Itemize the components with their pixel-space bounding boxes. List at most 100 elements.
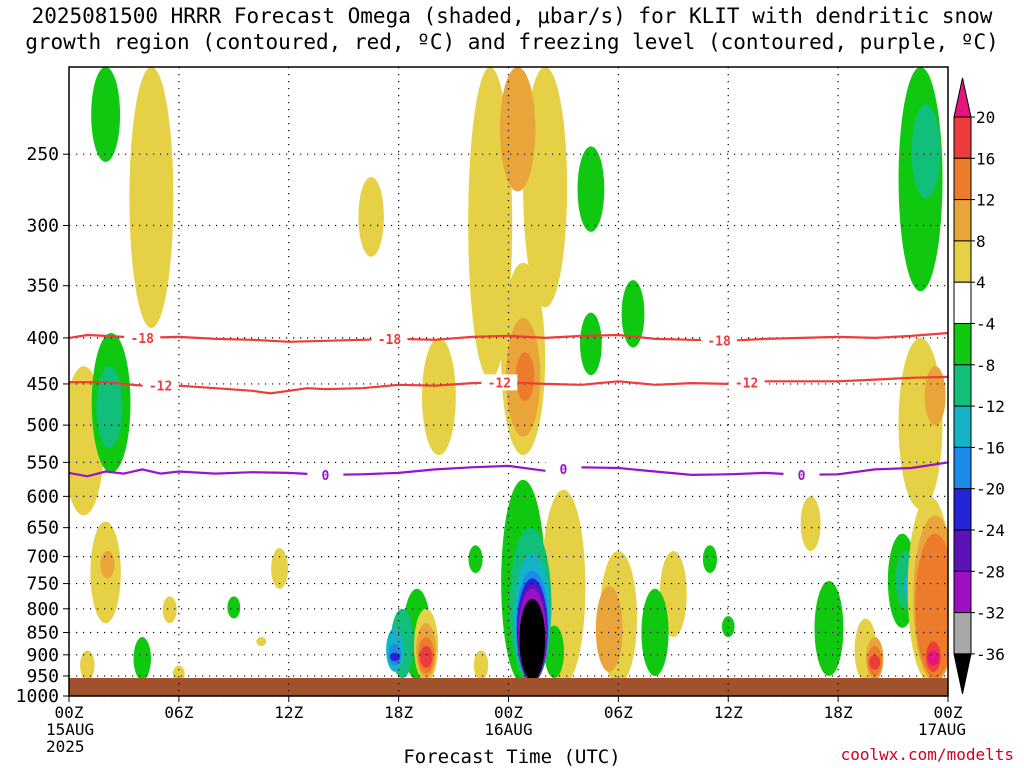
x-tick-label-36-0: 12Z bbox=[714, 703, 743, 722]
y-tick-label-800: 800 bbox=[26, 599, 59, 620]
x-tick-label-30-0: 06Z bbox=[604, 703, 633, 722]
colorbar: 20 16 12 8 4 -4 -8 -12 -16 -20 -24 -28 -32 -36 bbox=[953, 77, 1005, 695]
y-tick-label-350: 350 bbox=[26, 276, 59, 297]
isotherm-0: 0 0 0 bbox=[68, 461, 949, 484]
x-tick-label-48-1: 17AUG bbox=[918, 720, 966, 739]
chart-title-line-2: growth region (contoured, red, ºC) and f… bbox=[25, 30, 999, 54]
colorbar-swatch-1 bbox=[953, 116, 972, 159]
y-tick-label-950: 950 bbox=[26, 666, 59, 687]
omega-region-1 bbox=[129, 67, 174, 329]
isotherm-label--12: -12 bbox=[735, 377, 758, 392]
colorbar-swatch-7 bbox=[953, 364, 972, 407]
omega-region-31 bbox=[721, 616, 735, 638]
source-watermark: coolwx.com/modelts bbox=[840, 745, 1014, 764]
x-tick-label-0-2: 2025 bbox=[46, 737, 85, 756]
y-tick-label-450: 450 bbox=[26, 374, 59, 395]
omega-region-20 bbox=[499, 67, 536, 192]
y-tick-label-650: 650 bbox=[26, 518, 59, 539]
omega-region-56 bbox=[814, 580, 844, 676]
colorbar-label-8: 8 bbox=[976, 232, 986, 251]
colorbar-swatch-4 bbox=[953, 240, 972, 283]
y-tick-label-900: 900 bbox=[26, 645, 59, 666]
omega-region-10 bbox=[162, 596, 177, 624]
omega-region-8 bbox=[80, 650, 95, 681]
omega-region-26 bbox=[595, 586, 623, 672]
y-tick-label-300: 300 bbox=[26, 215, 59, 236]
x-tick-label-0-1: 15AUG bbox=[46, 720, 94, 739]
x-tick-label-18-0: 18Z bbox=[384, 703, 413, 722]
omega-region-13 bbox=[271, 548, 289, 589]
colorbar-swatch-13 bbox=[953, 612, 972, 655]
colorbar-swatch-8 bbox=[953, 405, 972, 448]
omega-region-69 bbox=[256, 637, 267, 647]
isotherm-label-bg bbox=[728, 374, 765, 391]
omega-region-23 bbox=[580, 312, 602, 376]
isotherm-label--18: -18 bbox=[131, 332, 155, 347]
omega-region-22 bbox=[621, 280, 645, 348]
isotherm-line--12 bbox=[69, 375, 949, 395]
x-tick-label-48-0: 00Z bbox=[934, 703, 963, 722]
colorbar-label--12: -12 bbox=[976, 397, 1005, 416]
omega-region-9 bbox=[133, 637, 151, 681]
isotherm-label-bg bbox=[371, 331, 408, 348]
colorbar-swatch-11 bbox=[953, 529, 972, 572]
isotherm-label-bg bbox=[701, 332, 738, 349]
isotherm-label-bg bbox=[481, 374, 518, 391]
omega-region-50 bbox=[519, 598, 546, 681]
isotherm-label-bg bbox=[783, 466, 820, 483]
colorbar-label-12: 12 bbox=[976, 191, 995, 210]
omega-region-63 bbox=[924, 366, 946, 426]
isotherm-label-bg bbox=[124, 329, 161, 346]
colorbar-swatch-5 bbox=[953, 281, 972, 325]
colorbar-label-20: 20 bbox=[976, 108, 995, 127]
colorbar-label--36: -36 bbox=[976, 645, 1005, 664]
y-tick-label-1000: 1000 bbox=[16, 686, 59, 707]
omega-region-5 bbox=[96, 366, 123, 448]
colorbar-bottom-arrow bbox=[953, 653, 972, 695]
omega-shading bbox=[69, 67, 948, 685]
isotherm--12: -12 -12 -12 bbox=[69, 374, 949, 395]
omega-region-30 bbox=[702, 545, 717, 574]
x-tick-label-24-1: 16AUG bbox=[484, 720, 532, 739]
colorbar-swatch-9 bbox=[953, 446, 972, 490]
x-tick-label-0-0: 00Z bbox=[55, 703, 84, 722]
isotherm-label-bg bbox=[545, 461, 582, 478]
omega-region-66 bbox=[915, 533, 948, 678]
y-tick-label-500: 500 bbox=[26, 415, 59, 436]
colorbar-label--20: -20 bbox=[976, 480, 1005, 499]
isotherm-label--12: -12 bbox=[488, 376, 511, 391]
isotherm-label--18: -18 bbox=[378, 333, 402, 348]
y-tick-label-750: 750 bbox=[26, 574, 59, 595]
chart-title-line-1: 2025081500 HRRR Forecast Omega (shaded, … bbox=[31, 4, 993, 28]
isotherm-line--18 bbox=[68, 331, 949, 343]
isotherm-line-0 bbox=[68, 461, 949, 478]
x-tick-label-24-0: 00Z bbox=[494, 703, 523, 722]
y-tick-label-550: 550 bbox=[26, 452, 59, 473]
omega-region-28 bbox=[641, 588, 669, 676]
x-axis-label: Forecast Time (UTC) bbox=[403, 746, 621, 768]
x-tick-label-12-0: 12Z bbox=[274, 703, 303, 722]
omega-region-51 bbox=[800, 496, 821, 551]
omega-region-32 bbox=[468, 545, 483, 574]
colorbar-swatch-10 bbox=[953, 488, 972, 531]
isotherm-label-bg bbox=[142, 377, 179, 394]
colorbar-label-4: 4 bbox=[976, 273, 986, 292]
y-tick-label-850: 850 bbox=[26, 622, 59, 643]
omega-region-55 bbox=[869, 654, 881, 670]
y-tick-label-700: 700 bbox=[26, 547, 59, 568]
colorbar-swatch-3 bbox=[953, 199, 972, 242]
colorbar-swatch-2 bbox=[953, 157, 972, 201]
omega-region-0 bbox=[91, 67, 121, 162]
colorbar-label--8: -8 bbox=[976, 356, 995, 375]
colorbar-label--24: -24 bbox=[976, 521, 1005, 540]
x-tick-label-6-0: 06Z bbox=[164, 703, 193, 722]
omega-region-33 bbox=[473, 650, 489, 681]
y-tick-label-250: 250 bbox=[26, 144, 59, 165]
colorbar-top-arrow bbox=[953, 77, 972, 118]
omega-region-2 bbox=[358, 176, 384, 257]
isotherm-label--12: -12 bbox=[149, 380, 172, 395]
omega-region-12 bbox=[227, 596, 241, 619]
